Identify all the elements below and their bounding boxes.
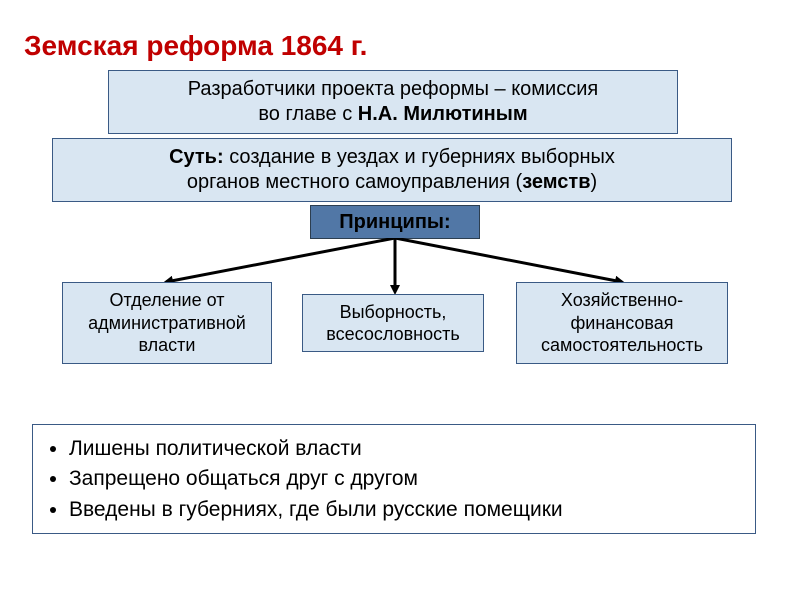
essence-line1-rest: создание в уездах и губерниях выборных: [224, 146, 615, 168]
bullet-item: Введены в губерниях, где были русские по…: [69, 496, 743, 524]
principles-label-box: Принципы:: [310, 205, 480, 239]
p1-l1: Отделение от: [110, 289, 225, 312]
p3-l1: Хозяйственно-: [561, 289, 683, 312]
essence-line2: органов местного самоуправления (земств): [187, 170, 597, 195]
principle-box-3: Хозяйственно- финансовая самостоятельнос…: [516, 282, 728, 364]
essence-line2-prefix: органов местного самоуправления (: [187, 171, 522, 193]
bullet-item: Запрещено общаться друг с другом: [69, 465, 743, 493]
p2-l1: Выборность,: [340, 301, 447, 324]
principle-box-1: Отделение от административной власти: [62, 282, 272, 364]
essence-line2-suffix: ): [591, 171, 598, 193]
p1-l2: административной: [88, 312, 246, 335]
dev-line1: Разработчики проекта реформы – комиссия: [188, 77, 598, 102]
arrow-left: [166, 238, 395, 282]
dev-line2-prefix: во главе с: [258, 103, 357, 125]
bullet-item: Лишены политической власти: [69, 435, 743, 463]
developers-box: Разработчики проекта реформы – комиссия …: [108, 70, 678, 134]
p3-l3: самостоятельность: [541, 334, 703, 357]
page-title: Земская реформа 1864 г.: [24, 30, 367, 62]
essence-bold-label: Суть:: [169, 146, 224, 168]
bullet-list: Лишены политической власти Запрещено общ…: [32, 424, 756, 534]
arrow-right: [395, 238, 622, 282]
essence-line1: Суть: создание в уездах и губерниях выбо…: [169, 145, 615, 170]
essence-line2-bold: земств: [522, 171, 590, 193]
p2-l2: всесословность: [326, 323, 459, 346]
essence-box: Суть: создание в уездах и губерниях выбо…: [52, 138, 732, 202]
p1-l3: власти: [139, 334, 196, 357]
dev-line2: во главе с Н.А. Милютиным: [258, 102, 527, 127]
p3-l2: финансовая: [570, 312, 673, 335]
dev-line2-bold: Н.А. Милютиным: [358, 103, 528, 125]
principle-box-2: Выборность, всесословность: [302, 294, 484, 352]
